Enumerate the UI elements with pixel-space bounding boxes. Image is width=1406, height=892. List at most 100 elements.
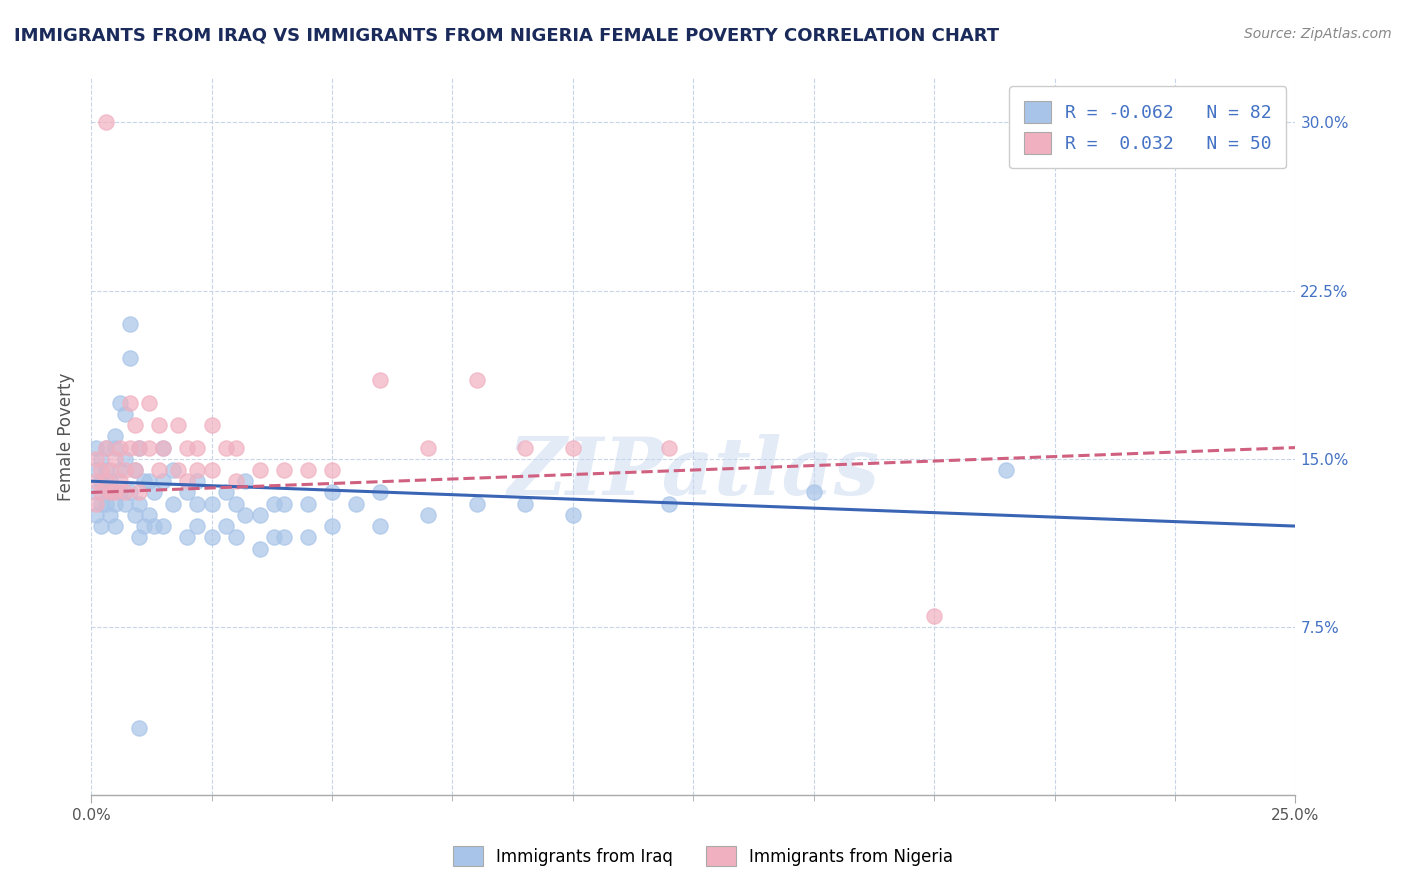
Point [128, 721, 150, 735]
Point [94, 115, 117, 129]
Point [152, 474, 174, 488]
Point [128, 441, 150, 455]
Point [186, 474, 208, 488]
Point [108, 395, 131, 409]
Point [273, 530, 295, 544]
Point [186, 441, 208, 455]
Point [658, 497, 681, 511]
Text: ZIPatlas: ZIPatlas [508, 434, 879, 511]
Point [84, 497, 107, 511]
Point [200, 418, 222, 433]
Point [263, 530, 285, 544]
Point [513, 497, 536, 511]
Legend: Immigrants from Iraq, Immigrants from Nigeria: Immigrants from Iraq, Immigrants from Ni… [444, 838, 962, 875]
Point [233, 508, 256, 522]
Point [167, 418, 190, 433]
Point [273, 463, 295, 477]
Point [186, 519, 208, 533]
Point [138, 395, 160, 409]
Point [84, 463, 107, 477]
Point [100, 485, 122, 500]
Point [344, 497, 367, 511]
Point [94, 441, 117, 455]
Point [90, 485, 112, 500]
Point [114, 485, 136, 500]
Point [142, 485, 165, 500]
Point [124, 418, 146, 433]
Point [84, 441, 107, 455]
Point [124, 463, 146, 477]
Point [124, 463, 146, 477]
Text: IMMIGRANTS FROM IRAQ VS IMMIGRANTS FROM NIGERIA FEMALE POVERTY CORRELATION CHART: IMMIGRANTS FROM IRAQ VS IMMIGRANTS FROM … [14, 27, 1000, 45]
Point [100, 508, 122, 522]
Point [128, 441, 150, 455]
Point [225, 474, 247, 488]
Point [233, 474, 256, 488]
Point [104, 441, 127, 455]
Point [124, 508, 146, 522]
Point [84, 451, 107, 466]
Point [167, 463, 190, 477]
Point [215, 485, 238, 500]
Point [100, 485, 122, 500]
Point [658, 441, 681, 455]
Point [118, 395, 141, 409]
Point [104, 497, 127, 511]
Point [90, 519, 112, 533]
Point [148, 418, 170, 433]
Point [100, 463, 122, 477]
Point [134, 519, 156, 533]
Point [90, 497, 112, 511]
Point [142, 519, 165, 533]
Point [134, 474, 156, 488]
Legend: R = -0.062   N = 82, R =  0.032   N = 50: R = -0.062 N = 82, R = 0.032 N = 50 [1010, 87, 1286, 169]
Point [152, 519, 174, 533]
Point [200, 463, 222, 477]
Point [225, 497, 247, 511]
Point [803, 485, 825, 500]
Point [152, 441, 174, 455]
Point [94, 474, 117, 488]
Y-axis label: Female Poverty: Female Poverty [58, 372, 75, 500]
Point [200, 530, 222, 544]
Point [104, 429, 127, 443]
Point [152, 441, 174, 455]
Point [225, 530, 247, 544]
Point [138, 441, 160, 455]
Point [176, 474, 198, 488]
Point [128, 497, 150, 511]
Point [273, 497, 295, 511]
Point [321, 519, 343, 533]
Point [368, 485, 391, 500]
Point [114, 407, 136, 421]
Point [90, 463, 112, 477]
Point [114, 463, 136, 477]
Point [108, 474, 131, 488]
Point [176, 441, 198, 455]
Point [108, 463, 131, 477]
Point [297, 530, 319, 544]
Point [94, 497, 117, 511]
Point [418, 441, 440, 455]
Point [108, 485, 131, 500]
Point [108, 441, 131, 455]
Point [321, 485, 343, 500]
Point [90, 451, 112, 466]
Point [995, 463, 1018, 477]
Point [138, 474, 160, 488]
Point [465, 497, 488, 511]
Point [263, 497, 285, 511]
Point [186, 497, 208, 511]
Point [118, 317, 141, 331]
Point [513, 441, 536, 455]
Point [84, 508, 107, 522]
Point [90, 474, 112, 488]
Point [200, 497, 222, 511]
Point [104, 519, 127, 533]
Point [297, 463, 319, 477]
Point [118, 351, 141, 365]
Text: Source: ZipAtlas.com: Source: ZipAtlas.com [1244, 27, 1392, 41]
Point [418, 508, 440, 522]
Point [225, 441, 247, 455]
Point [249, 541, 271, 556]
